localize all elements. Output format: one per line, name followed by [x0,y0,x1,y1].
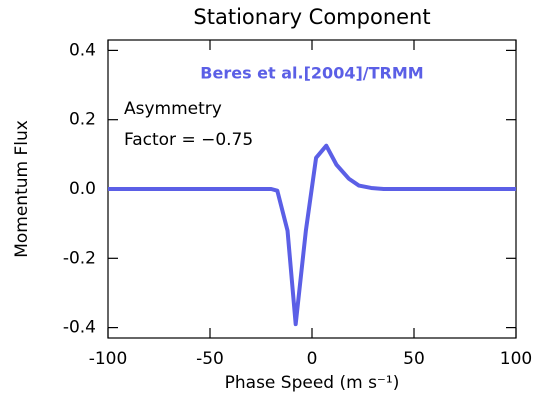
y-tick-label: 0.2 [69,110,96,130]
y-axis-label: Momentum Flux [12,120,32,258]
x-tick-label: 0 [307,349,318,369]
annotation: Factor = −0.75 [124,130,253,150]
x-tick-label: 50 [403,349,425,369]
x-tick-label: 100 [500,349,532,369]
y-tick-label: 0.4 [69,40,96,60]
annotation: Beres et al.[2004]/TRMM [200,64,423,83]
y-tick-label: -0.4 [63,318,96,338]
x-tick-label: -100 [89,349,128,369]
y-tick-label: -0.2 [63,248,96,268]
annotation: Asymmetry [124,99,222,119]
x-tick-label: -50 [196,349,224,369]
chart-title: Stationary Component [193,5,430,29]
series-line [108,143,516,327]
y-tick-label: 0.0 [69,179,96,199]
x-axis-label: Phase Speed (m s⁻¹) [225,373,400,393]
